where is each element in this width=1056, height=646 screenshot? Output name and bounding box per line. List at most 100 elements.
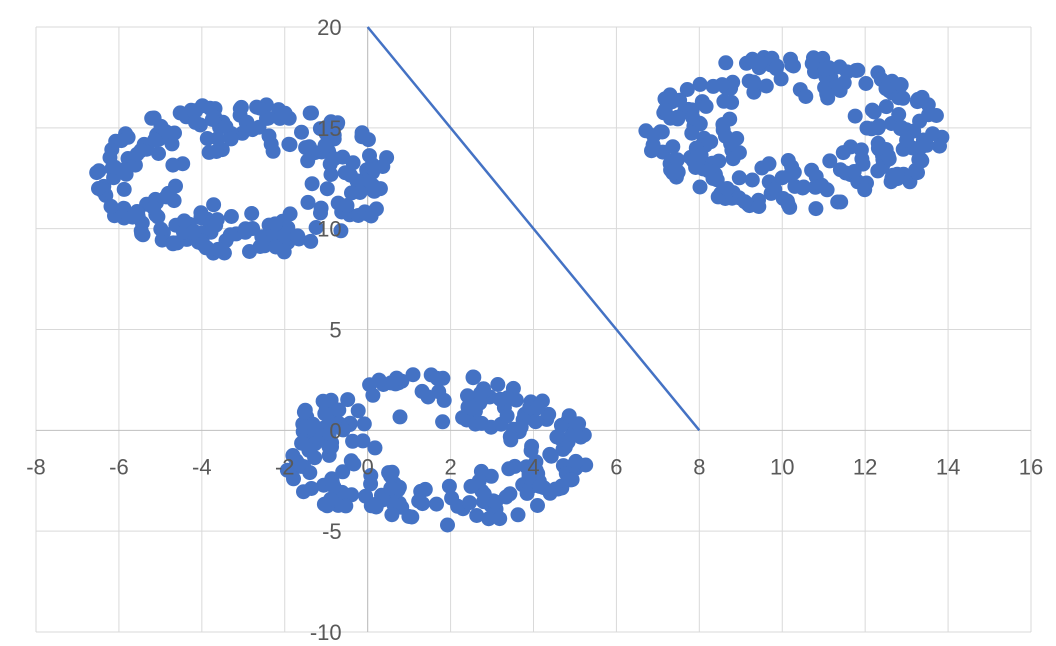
scatter-point bbox=[304, 105, 319, 121]
scatter-point bbox=[857, 182, 873, 198]
scatter-point bbox=[684, 125, 700, 141]
scatter-point bbox=[165, 157, 181, 173]
x-tick-label: 14 bbox=[936, 454, 960, 479]
scatter-point bbox=[530, 498, 545, 513]
scatter-point bbox=[265, 143, 281, 159]
scatter-point bbox=[405, 367, 421, 383]
scatter-point bbox=[871, 118, 887, 134]
scatter-point bbox=[193, 205, 209, 221]
scatter-point bbox=[698, 98, 714, 114]
scatter-point bbox=[350, 403, 366, 419]
scatter-point bbox=[323, 167, 339, 182]
trend-line bbox=[366, 26, 701, 432]
scatter-point bbox=[296, 404, 312, 420]
y-tick-label: 10 bbox=[317, 217, 341, 242]
scatter-point bbox=[744, 172, 760, 188]
scatter-point bbox=[133, 143, 149, 159]
scatter-point bbox=[731, 170, 747, 186]
scatter-point bbox=[153, 221, 169, 237]
scatter-point bbox=[870, 163, 886, 179]
scatter-point bbox=[344, 487, 360, 503]
scatter-point bbox=[503, 432, 519, 448]
scatter-point bbox=[703, 134, 719, 150]
scatter-point bbox=[669, 152, 685, 168]
scatter-point bbox=[473, 385, 488, 401]
scatter-point bbox=[208, 144, 224, 159]
scatter-point bbox=[223, 131, 239, 147]
scatter-point bbox=[208, 217, 224, 233]
scatter-point bbox=[375, 159, 391, 174]
scatter-point bbox=[519, 459, 534, 475]
line-series bbox=[366, 26, 701, 432]
scatter-point bbox=[319, 181, 335, 197]
scatter-point bbox=[444, 490, 460, 506]
scatter-point bbox=[568, 453, 584, 469]
scatter-point bbox=[367, 440, 383, 456]
scatter-point bbox=[365, 178, 381, 193]
scatter-point bbox=[290, 228, 306, 244]
scatter-point bbox=[324, 439, 339, 455]
scatter-point bbox=[344, 185, 359, 201]
scatter-point bbox=[780, 197, 796, 212]
scatter-point bbox=[296, 484, 311, 500]
scatter-point bbox=[858, 76, 874, 91]
scatter-point bbox=[725, 151, 741, 167]
scatter-point bbox=[237, 224, 253, 240]
scatter-point bbox=[513, 419, 529, 435]
scatter-point bbox=[176, 213, 192, 229]
scatter-point bbox=[308, 220, 324, 235]
scatter-point bbox=[304, 176, 320, 192]
scatter-point bbox=[165, 236, 181, 252]
scatter-point bbox=[693, 147, 709, 163]
scatter-point bbox=[414, 383, 430, 399]
scatter-point bbox=[158, 189, 174, 205]
scatter-point bbox=[914, 89, 930, 105]
scatter-point bbox=[925, 126, 941, 142]
scatter-point bbox=[294, 435, 310, 451]
scatter-point bbox=[120, 129, 136, 145]
x-tick-label: -2 bbox=[275, 454, 295, 479]
scatter-point bbox=[464, 400, 479, 416]
scatter-point bbox=[300, 153, 316, 169]
scatter-point bbox=[354, 125, 370, 141]
scatter-point bbox=[914, 153, 930, 169]
scatter-point bbox=[285, 448, 301, 463]
scatter-point bbox=[919, 137, 935, 153]
scatter-point bbox=[752, 55, 768, 70]
scatter-point bbox=[365, 387, 381, 403]
scatter-point bbox=[758, 78, 774, 94]
scatter-point bbox=[859, 120, 875, 136]
scatter-point bbox=[326, 151, 342, 167]
scatter-point bbox=[751, 199, 767, 214]
scatter-point bbox=[441, 478, 457, 494]
scatter-point bbox=[716, 93, 732, 109]
scatter-point bbox=[833, 194, 849, 210]
scatter-point bbox=[277, 105, 293, 121]
scatter-point bbox=[267, 216, 283, 232]
scatter-point bbox=[294, 124, 309, 140]
scatter-point bbox=[210, 131, 226, 146]
scatter-point bbox=[692, 179, 708, 195]
scatter-point bbox=[245, 122, 260, 138]
scatter-point bbox=[335, 464, 351, 480]
scatter-point bbox=[786, 164, 802, 180]
scatter-point bbox=[835, 145, 851, 161]
scatter-point bbox=[440, 517, 455, 533]
scatter-point bbox=[798, 89, 814, 104]
scatter-point bbox=[854, 151, 870, 167]
x-tick-label: 2 bbox=[444, 454, 456, 479]
scatter-point bbox=[761, 156, 777, 172]
scatter-point bbox=[392, 409, 408, 425]
scatter-point bbox=[808, 201, 824, 217]
scatter-point bbox=[371, 372, 387, 388]
scatter-points bbox=[89, 50, 950, 533]
scatter-point bbox=[460, 388, 475, 404]
scatter-point bbox=[363, 476, 379, 492]
y-tick-label: 0 bbox=[329, 418, 341, 443]
scatter-point bbox=[158, 124, 174, 140]
scatter-point bbox=[268, 239, 284, 255]
scatter-point bbox=[523, 443, 539, 459]
scatter-point bbox=[492, 511, 508, 527]
scatter-point bbox=[323, 114, 339, 130]
scatter-point bbox=[646, 128, 662, 144]
